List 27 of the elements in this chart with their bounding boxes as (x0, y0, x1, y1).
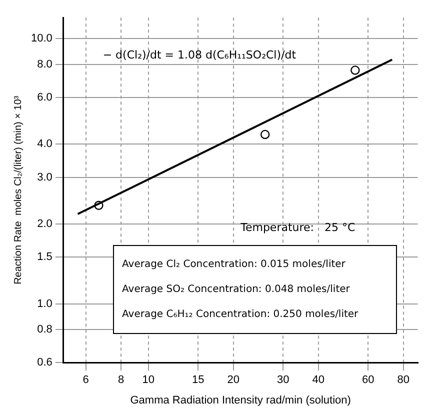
annotation: Average C₆H₁₂ Concentration: 0.250 moles/liter (122, 308, 360, 322)
x-axis-title: Gamma Radiation Intensity rad/min (solution) (130, 394, 351, 406)
y-tick-label: 1.5 (37, 251, 52, 264)
annotation: Average Cl₂ Concentration: 0.015 moles/liter (122, 258, 346, 272)
x-tick-label: 60 (362, 374, 374, 386)
y-tick-label: 6.0 (37, 91, 52, 104)
y-tick-label: 0.8 (37, 324, 52, 336)
y-tick-label: 8.0 (37, 58, 52, 70)
annotation: − d(Cl₂)/dt = 1.08 d(C₆H₁₁SO₂Cl)/dt (102, 48, 297, 62)
y-tick-label: 10.0 (30, 32, 52, 45)
x-tick-label: 30 (276, 374, 290, 386)
annotation: Average SO₂ Concentration: 0.048 moles/liter (122, 283, 351, 298)
y-tick-label: 3.0 (37, 171, 52, 184)
y-axis-title: Reaction Rate moles Cl₂/(liter) (min) × 10³ (12, 95, 24, 284)
x-tick-label: 40 (312, 374, 324, 386)
y-tick-label: 0.6 (37, 356, 52, 369)
x-tick-label: 80 (397, 374, 410, 386)
x-tick-label: 6 (82, 374, 89, 386)
y-tick-label: 4.0 (37, 138, 52, 150)
x-tick-label: 20 (227, 374, 240, 386)
x-tick-label: 10 (142, 374, 155, 386)
y-tick-label: 1.0 (37, 298, 52, 310)
y-tick-label: 2.0 (37, 218, 52, 230)
annotation: Temperature: 25 °C (240, 220, 356, 234)
x-tick-label: 15 (192, 374, 204, 386)
x-tick-label: 8 (118, 374, 124, 386)
text-box: Average Cl₂ Concentration: 0.015 moles/liter Average SO₂ Concentration: 0.048 moles/liter Average C₆H₁₂ Concentration: 0.250 moles/liter (113, 245, 397, 334)
